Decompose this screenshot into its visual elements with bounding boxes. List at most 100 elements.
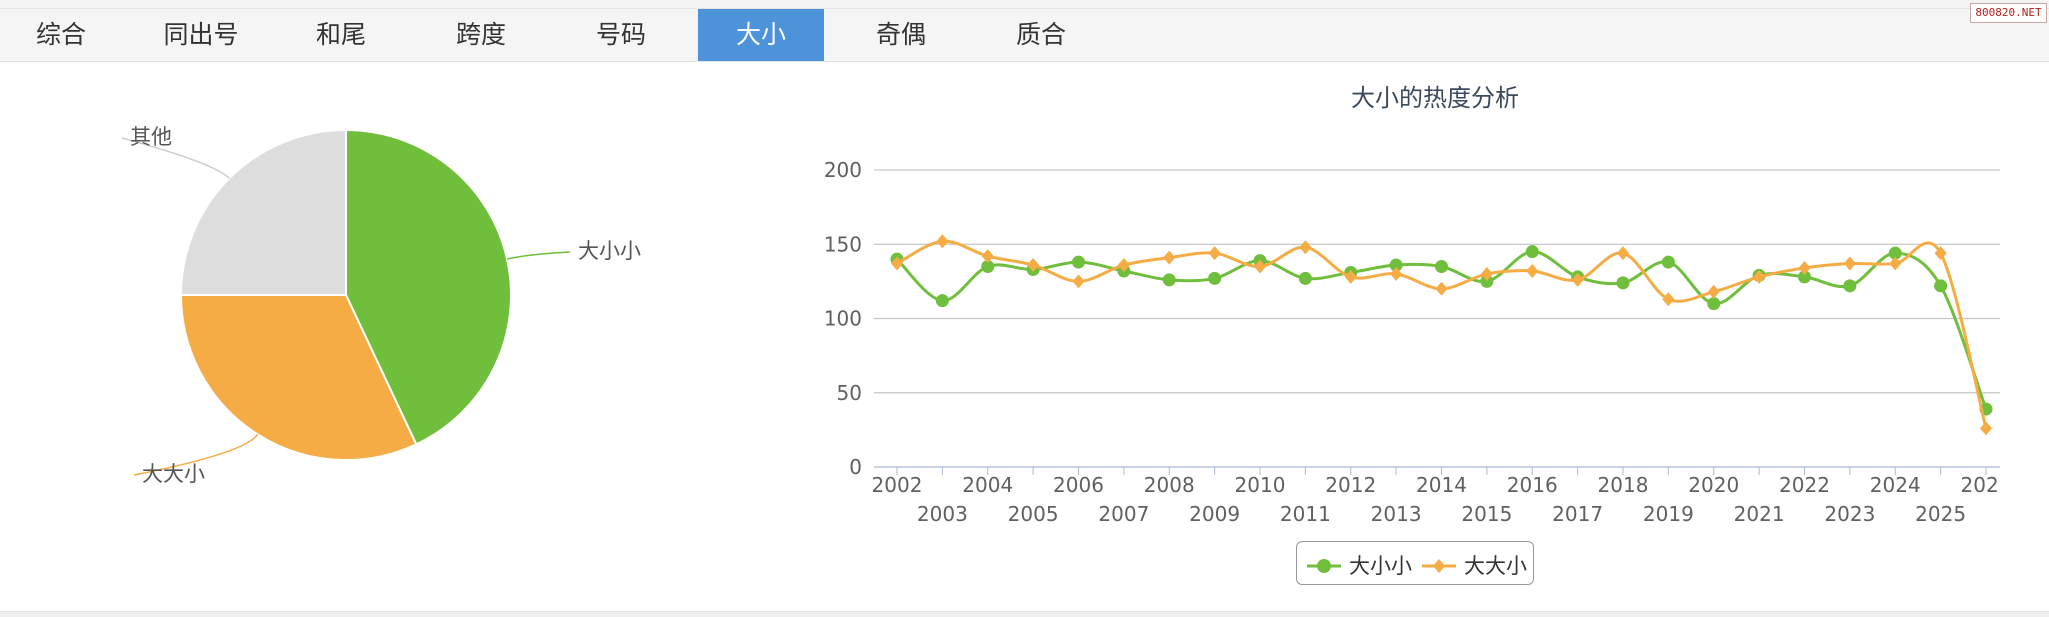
data-point xyxy=(1889,256,1902,271)
y-tick-label: 50 xyxy=(837,381,862,405)
tab-bar: 综合 同出号 和尾 跨度 号码 大小 奇偶 质合 xyxy=(0,9,2049,62)
data-point xyxy=(1254,259,1266,274)
tab-tongchuhao[interactable]: 同出号 xyxy=(163,20,239,49)
y-tick-label: 150 xyxy=(824,232,862,256)
x-tick-label: 2022 xyxy=(1779,473,1830,497)
tab-daxiao[interactable]: 大小 xyxy=(698,9,824,61)
tab-kuadu[interactable]: 跨度 xyxy=(455,20,506,49)
tab-hewei[interactable]: 和尾 xyxy=(315,20,366,49)
tab-zonghe[interactable]: 综合 xyxy=(35,20,86,49)
chart-title: 大小的热度分析 xyxy=(1351,84,1519,112)
data-point xyxy=(1526,263,1539,278)
x-tick-label: 2020 xyxy=(1688,473,1739,497)
x-tick-label: 2013 xyxy=(1371,502,1422,526)
x-tick-label: 2008 xyxy=(1144,473,1195,497)
x-tick-label: 2026 xyxy=(1961,473,2000,497)
chart-legend: 大小小 大大小 xyxy=(1296,541,1534,585)
data-point xyxy=(1480,266,1493,281)
x-tick-label: 2004 xyxy=(962,473,1013,497)
data-point xyxy=(1798,270,1811,284)
pie-slice xyxy=(179,294,418,461)
data-point xyxy=(1072,274,1085,289)
legend-label: 大小小 xyxy=(1349,554,1412,578)
x-tick-label: 2006 xyxy=(1053,473,1104,497)
pie-connector xyxy=(506,251,571,260)
site-watermark: 800820.NET xyxy=(1970,3,2047,23)
x-tick-label: 2025 xyxy=(1915,502,1966,526)
x-tick-label: 2023 xyxy=(1824,502,1875,526)
data-point xyxy=(1980,421,1992,436)
x-tick-label: 2015 xyxy=(1461,502,1512,526)
data-point xyxy=(1027,258,1040,273)
x-tick-label: 2021 xyxy=(1734,502,1785,526)
x-tick-label: 2007 xyxy=(1098,502,1149,526)
y-tick-label: 0 xyxy=(849,455,862,479)
data-point xyxy=(1072,255,1085,269)
pie-connector xyxy=(133,433,259,476)
data-point xyxy=(1298,271,1312,285)
x-tick-label: 2011 xyxy=(1280,502,1331,526)
x-tick-label: 2002 xyxy=(872,473,923,497)
data-point xyxy=(1843,256,1856,271)
x-tick-label: 2018 xyxy=(1598,473,1649,497)
data-point xyxy=(1208,246,1221,261)
data-point xyxy=(935,294,949,308)
data-point xyxy=(1389,258,1403,272)
y-tick-label: 100 xyxy=(824,307,862,331)
data-point xyxy=(1753,269,1766,284)
data-point xyxy=(981,249,994,264)
x-tick-label: 2024 xyxy=(1870,473,1921,497)
data-point xyxy=(1798,261,1811,276)
data-point xyxy=(1435,281,1448,296)
pie-connector xyxy=(121,137,230,179)
x-tick-label: 2009 xyxy=(1189,502,1240,526)
data-point xyxy=(1661,255,1675,269)
legend-marker xyxy=(1433,559,1445,573)
pie-slice-label: 大大小 xyxy=(142,462,205,486)
data-point xyxy=(1934,246,1947,261)
data-point xyxy=(891,256,903,271)
data-point xyxy=(1617,246,1629,261)
x-tick-label: 2019 xyxy=(1643,502,1694,526)
data-point xyxy=(1344,269,1357,284)
pie-slice xyxy=(179,128,347,296)
data-point xyxy=(1888,246,1902,260)
x-tick-label: 2005 xyxy=(1008,502,1059,526)
data-point xyxy=(1662,292,1675,307)
pie-slice-label: 大小小 xyxy=(578,239,641,263)
y-tick-label: 200 xyxy=(824,158,862,182)
x-tick-label: 2003 xyxy=(917,502,968,526)
data-point xyxy=(1390,266,1403,281)
bottom-strip xyxy=(0,611,2049,617)
data-point xyxy=(1571,272,1584,287)
data-point xyxy=(1162,273,1176,287)
data-point xyxy=(1208,271,1222,285)
data-point xyxy=(1843,279,1857,293)
data-point xyxy=(981,260,995,274)
data-point xyxy=(1616,276,1630,290)
data-point xyxy=(1117,258,1130,273)
data-point xyxy=(1163,250,1176,265)
tab-haoma[interactable]: 号码 xyxy=(595,20,646,49)
data-point xyxy=(1525,245,1539,259)
pie-slice xyxy=(345,128,512,446)
x-tick-label: 2016 xyxy=(1507,473,1558,497)
data-point xyxy=(1707,284,1720,299)
x-tick-label: 2014 xyxy=(1416,473,1467,497)
top-strip xyxy=(0,0,2049,9)
data-point xyxy=(936,234,949,249)
x-tick-label: 2017 xyxy=(1552,502,1603,526)
legend-label: 大大小 xyxy=(1464,554,1527,578)
data-point xyxy=(1299,240,1312,255)
tab-zhihe[interactable]: 质合 xyxy=(1015,20,1066,49)
legend-marker xyxy=(1317,559,1331,573)
data-point xyxy=(1934,279,1948,293)
x-tick-label: 2012 xyxy=(1325,473,1376,497)
data-point xyxy=(1480,274,1494,288)
x-tick-label: 2010 xyxy=(1235,473,1286,497)
pie-slice-label: 其他 xyxy=(130,125,172,149)
data-point xyxy=(1435,260,1448,274)
data-point xyxy=(1707,297,1721,311)
tab-jiou[interactable]: 奇偶 xyxy=(875,20,926,49)
line-chart: 大小的热度分析 0 50 100 150 200 2002 2003 2004 2005 2006 2… xyxy=(824,84,2000,526)
